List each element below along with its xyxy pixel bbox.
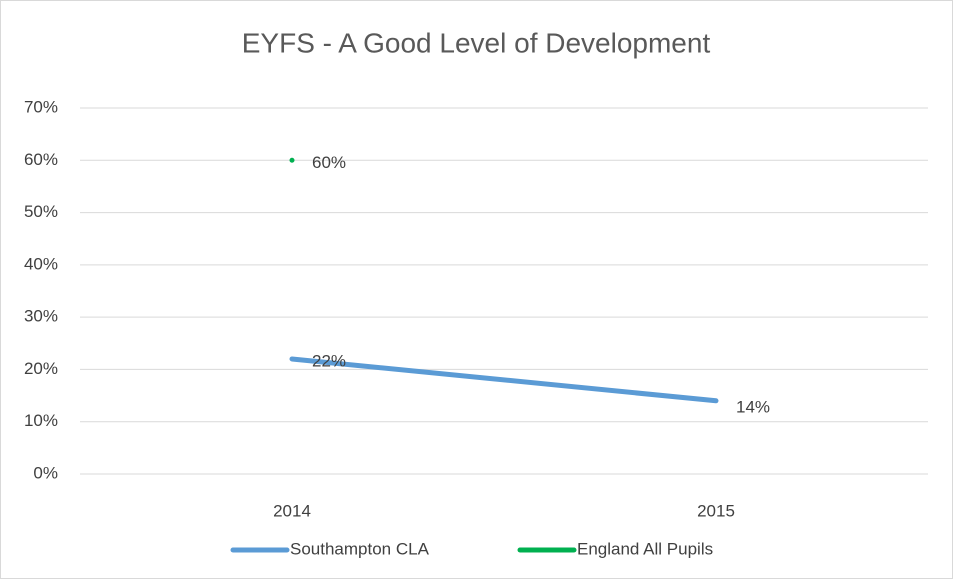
chart-title: EYFS - A Good Level of Development (242, 27, 711, 58)
y-tick-label: 60% (24, 150, 58, 169)
y-tick-label: 30% (24, 307, 58, 326)
x-tick-label: 2015 (697, 501, 735, 520)
point (289, 157, 295, 163)
y-tick-label: 40% (24, 254, 58, 273)
y-tick-label: 10% (24, 411, 58, 430)
series-line (289, 356, 719, 404)
legend-label: England All Pupils (577, 539, 713, 558)
y-tick-label: 20% (24, 359, 58, 378)
y-tick-label: 50% (24, 202, 58, 221)
data-label: 14% (736, 397, 770, 416)
y-tick-label: 0% (33, 463, 58, 482)
legend-label: Southampton CLA (290, 539, 430, 558)
data-label: 60% (312, 153, 346, 172)
x-tick-label: 2014 (273, 501, 311, 520)
y-tick-label: 70% (24, 97, 58, 116)
data-label: 22% (312, 351, 346, 370)
